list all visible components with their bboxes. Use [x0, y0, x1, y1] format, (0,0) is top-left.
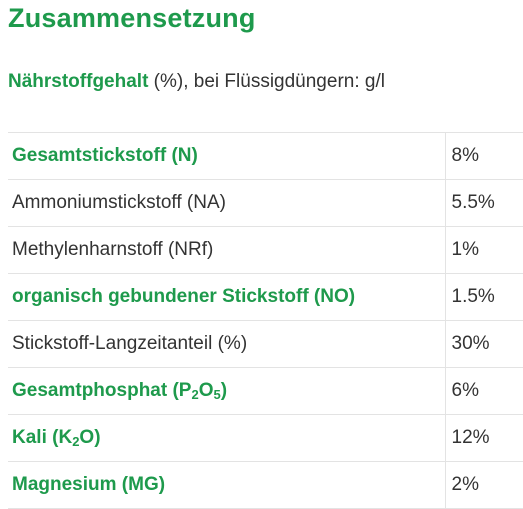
nutrient-value: 12% — [444, 414, 523, 462]
nutrient-name: Gesamtstickstoff (N) — [8, 132, 445, 180]
nutrient-name: Kali (K2O) — [8, 414, 445, 462]
nutrient-content-label: Nährstoffgehalt — [8, 71, 149, 92]
subscript: 5 — [213, 387, 221, 402]
formula-part: Gesamtphosphat (P — [12, 380, 192, 401]
nutrient-table: Gesamtstickstoff (N) 8% Ammoniumsticksto… — [8, 132, 523, 509]
page-title: Zusammensetzung — [8, 3, 256, 33]
nutrient-value: 8% — [444, 132, 523, 180]
table-row: organisch gebundener Stickstoff (NO) 1.5… — [8, 273, 523, 321]
nutrient-content-unit-note: (%), bei Flüssigdüngern: g/l — [148, 71, 385, 92]
nutrient-name: Ammoniumstickstoff (NA) — [8, 179, 445, 227]
table-row: Ammoniumstickstoff (NA) 5.5% — [8, 179, 523, 227]
nutrient-value: 5.5% — [444, 179, 523, 227]
nutrient-name: Magnesium (MG) — [8, 461, 445, 509]
nutrient-value: 2% — [444, 461, 523, 509]
table-row: Methylenharnstoff (NRf) 1% — [8, 226, 523, 274]
table-row: Gesamtphosphat (P2O5) 6% — [8, 367, 523, 415]
nutrient-value: 1.5% — [444, 273, 523, 321]
subscript: 2 — [191, 387, 199, 402]
nutrient-name: Stickstoff-Langzeitanteil (%) — [8, 320, 445, 368]
table-row: Stickstoff-Langzeitanteil (%) 30% — [8, 320, 523, 368]
nutrient-value: 30% — [444, 320, 523, 368]
table-row: Magnesium (MG) 2% — [8, 461, 523, 509]
subscript: 2 — [72, 434, 80, 449]
formula-part: O) — [79, 427, 101, 448]
formula-part: Kali (K — [12, 427, 73, 448]
formula-part: ) — [220, 380, 228, 401]
nutrient-name: Gesamtphosphat (P2O5) — [8, 367, 445, 415]
formula-part: O — [198, 380, 214, 401]
table-row: Kali (K2O) 12% — [8, 414, 523, 462]
table-row: Gesamtstickstoff (N) 8% — [8, 132, 523, 180]
nutrient-name: Methylenharnstoff (NRf) — [8, 226, 445, 274]
nutrient-value: 1% — [444, 226, 523, 274]
nutrient-value: 6% — [444, 367, 523, 415]
nutrient-name: organisch gebundener Stickstoff (NO) — [8, 273, 445, 321]
nutrient-content-subtitle: Nährstoffgehalt (%), bei Flüssigdüngern:… — [8, 68, 385, 96]
